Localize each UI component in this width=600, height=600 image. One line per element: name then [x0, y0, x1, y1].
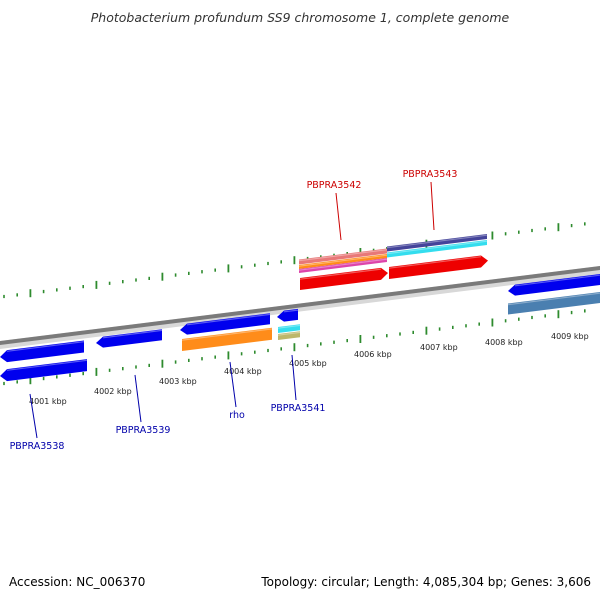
kbp-tick-label: 4004 kbp: [224, 367, 262, 376]
gene-feature: [386, 234, 488, 252]
gene-label: PBPRA3539: [116, 425, 171, 436]
kbp-tick-label: 4005 kbp: [289, 359, 327, 368]
gene-callout: PBPRA3541: [271, 354, 326, 414]
gene-label: rho: [229, 410, 245, 421]
gene-feature: [181, 327, 273, 351]
kbp-tick-label: 4007 kbp: [420, 343, 458, 352]
gene-feature: [277, 308, 299, 322]
feature-tracks: [0, 234, 600, 382]
gene-feature: [277, 331, 301, 340]
gene-label: PBPRA3538: [10, 441, 65, 452]
gene-feature: [298, 254, 388, 269]
gene-callout: PBPRA3538: [10, 393, 65, 452]
kbp-tick-label: 4009 kbp: [551, 332, 589, 341]
gene-feature: [298, 258, 388, 273]
gene-feature: [388, 255, 488, 279]
gene-feature: [508, 274, 600, 296]
gene-label: PBPRA3543: [403, 169, 458, 180]
gene-callout: PBPRA3543: [403, 169, 458, 231]
genome-summary-text: Topology: circular; Length: 4,085,304 bp…: [260, 575, 591, 589]
kbp-tick-label: 4001 kbp: [29, 397, 67, 406]
kbp-tick-label: 4003 kbp: [159, 377, 197, 386]
kbp-tick-label: 4006 kbp: [354, 350, 392, 359]
gene-label: PBPRA3541: [271, 403, 326, 414]
accession-text: Accession: NC_006370: [9, 575, 145, 589]
gene-callouts: PBPRA3542 PBPRA3543 PBPRA3538 PBPRA3539 rho P…: [10, 169, 458, 452]
gene-feature: [0, 340, 85, 363]
genome-backbone: [0, 266, 600, 349]
kbp-tick-label: 4008 kbp: [485, 338, 523, 347]
gene-feature: [277, 324, 301, 333]
kbp-tick-labels: 4001 kbp 4002 kbp 4003 kbp 4004 kbp 4005 kbp…: [29, 332, 589, 406]
tick-rows: [3, 222, 586, 386]
gene-callout: PBPRA3542: [307, 180, 362, 241]
gene-label: PBPRA3542: [307, 180, 362, 191]
map-title: Photobacterium profundum SS9 chromosome …: [91, 10, 510, 25]
gene-feature: [299, 267, 388, 290]
kbp-tick-label: 4002 kbp: [94, 387, 132, 396]
gene-feature: [96, 329, 163, 348]
gene-feature: [180, 313, 271, 335]
gene-feature: [298, 248, 388, 265]
gene-feature: [386, 240, 488, 258]
gene-feature: [0, 359, 88, 382]
gene-feature: [507, 292, 600, 315]
gene-callout: rho: [229, 361, 245, 421]
gene-callout: PBPRA3539: [116, 374, 171, 436]
